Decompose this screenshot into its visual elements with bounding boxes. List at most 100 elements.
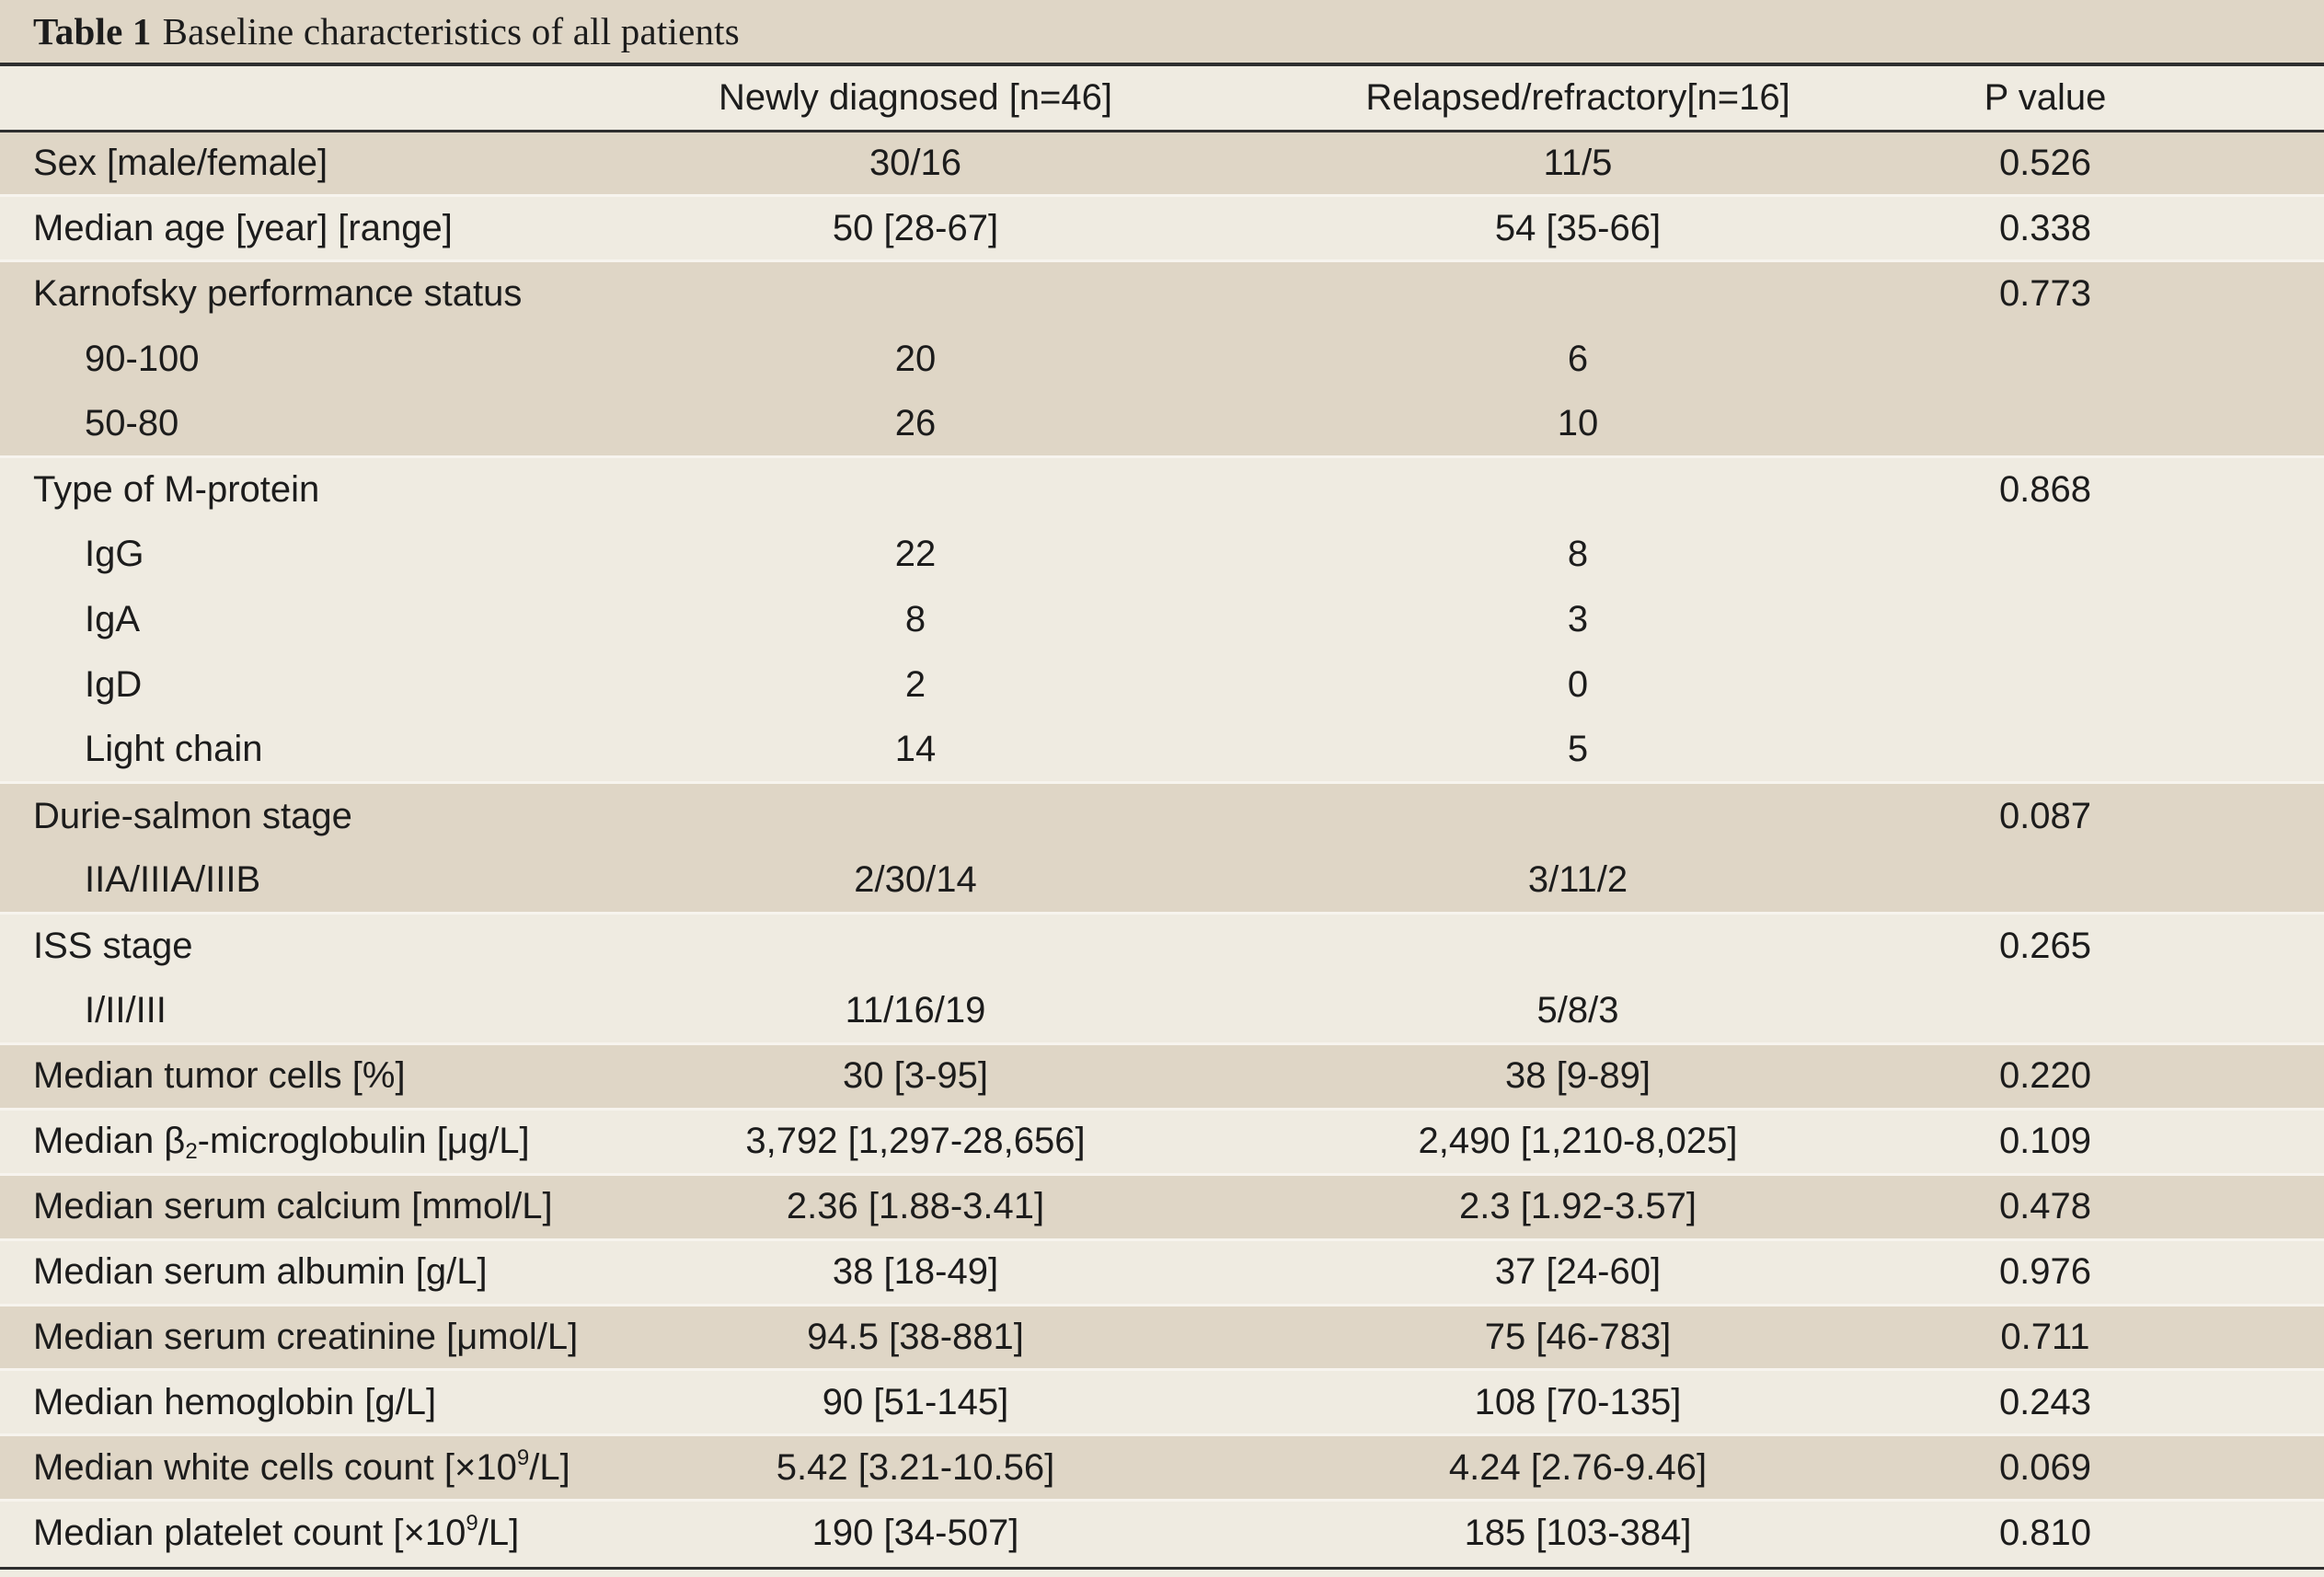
table-caption-title: Baseline characteristics of all patients xyxy=(162,10,740,52)
table-row: Type of M-protein 0.868 xyxy=(0,455,2324,523)
p-value: 0.243 xyxy=(1822,1368,2324,1435)
newly-diagnosed-value: 3,792 [1,297-28,656] xyxy=(644,1107,1279,1175)
p-value: 0.265 xyxy=(1822,912,2324,979)
table-caption: Table 1 Baseline characteristics of all … xyxy=(0,0,2324,66)
relapsed-refractory-value: 54 [35-66] xyxy=(1279,194,1822,261)
newly-diagnosed-value xyxy=(644,912,1279,979)
relapsed-refractory-value: 75 [46-783] xyxy=(1279,1303,1822,1370)
p-value xyxy=(1822,391,2324,457)
row-label: IgA xyxy=(0,587,644,653)
p-value xyxy=(1822,522,2324,588)
row-label: Median age [year] [range] xyxy=(0,194,644,261)
row-label: Median serum creatinine [μmol/L] xyxy=(0,1303,644,1370)
row-label: ISS stage xyxy=(0,912,644,979)
table-row: Median serum albumin [g/L] 38 [18-49] 37 [… xyxy=(0,1237,2324,1306)
relapsed-refractory-value: 2.3 [1.92-3.57] xyxy=(1279,1172,1822,1240)
row-label-text: Median β xyxy=(33,1121,186,1162)
table-row: IgA 8 3 xyxy=(0,587,2324,653)
newly-diagnosed-value: 190 [34-507] xyxy=(644,1499,1279,1566)
newly-diagnosed-value: 90 [51-145] xyxy=(644,1368,1279,1435)
relapsed-refractory-value xyxy=(1279,259,1822,327)
relapsed-refractory-value: 3/11/2 xyxy=(1279,847,1822,914)
relapsed-refractory-value: 38 [9-89] xyxy=(1279,1042,1822,1110)
table-row: Light chain 14 5 xyxy=(0,718,2324,783)
table-body: Sex [male/female] 30/16 11/5 0.526 Median ag… xyxy=(0,129,2324,1566)
table-row: I/II/III 11/16/19 5/8/3 xyxy=(0,978,2324,1044)
row-label: IIA/IIIA/IIIB xyxy=(0,847,644,914)
relapsed-refractory-value: 4.24 [2.76-9.46] xyxy=(1279,1433,1822,1501)
newly-diagnosed-value: 30/16 xyxy=(644,129,1279,196)
row-label-superscript: 9 xyxy=(516,1445,530,1470)
row-label-subscript: 2 xyxy=(185,1139,198,1165)
header-newly-diagnosed: Newly diagnosed [n=46] xyxy=(644,66,1279,132)
table-bottom-rule xyxy=(0,1567,2324,1570)
relapsed-refractory-value: 3 xyxy=(1279,587,1822,653)
p-value: 0.478 xyxy=(1822,1172,2324,1240)
newly-diagnosed-value: 22 xyxy=(644,522,1279,588)
newly-diagnosed-value: 5.42 [3.21-10.56] xyxy=(644,1433,1279,1501)
p-value: 0.069 xyxy=(1822,1433,2324,1501)
row-label-text: -microglobulin [μg/L] xyxy=(197,1121,530,1162)
relapsed-refractory-value xyxy=(1279,912,1822,979)
row-label: Durie-salmon stage xyxy=(0,781,644,848)
table-row: ISS stage 0.265 xyxy=(0,912,2324,979)
relapsed-refractory-value: 5 xyxy=(1279,718,1822,783)
row-label-text: Median white cells count [×10 xyxy=(33,1446,517,1488)
p-value xyxy=(1822,978,2324,1044)
row-label: 50-80 xyxy=(0,391,644,457)
relapsed-refractory-value: 5/8/3 xyxy=(1279,978,1822,1044)
newly-diagnosed-value: 2.36 [1.88-3.41] xyxy=(644,1172,1279,1240)
row-label: Median serum calcium [mmol/L] xyxy=(0,1172,644,1240)
newly-diagnosed-value: 20 xyxy=(644,326,1279,392)
p-value xyxy=(1822,652,2324,719)
relapsed-refractory-value: 11/5 xyxy=(1279,129,1822,196)
table-row: Median platelet count [×109/L] 190 [34-50… xyxy=(0,1499,2324,1566)
row-label: Light chain xyxy=(0,718,644,783)
newly-diagnosed-value: 30 [3-95] xyxy=(644,1042,1279,1110)
row-label: Median serum albumin [g/L] xyxy=(0,1237,644,1306)
relapsed-refractory-value: 6 xyxy=(1279,326,1822,392)
p-value: 0.526 xyxy=(1822,129,2324,196)
relapsed-refractory-value: 2,490 [1,210-8,025] xyxy=(1279,1107,1822,1175)
table-row: IIA/IIIA/IIIB 2/30/14 3/11/2 xyxy=(0,847,2324,914)
newly-diagnosed-value xyxy=(644,455,1279,523)
table-row: IgG 22 8 xyxy=(0,522,2324,588)
p-value: 0.976 xyxy=(1822,1237,2324,1306)
table-row: IgD 2 0 xyxy=(0,652,2324,719)
row-label-text: Median platelet count [×10 xyxy=(33,1513,466,1554)
row-label: Median hemoglobin [g/L] xyxy=(0,1368,644,1435)
relapsed-refractory-value: 185 [103-384] xyxy=(1279,1499,1822,1566)
header-row: Newly diagnosed [n=46] Relapsed/refracto… xyxy=(0,66,2324,132)
p-value xyxy=(1822,326,2324,392)
relapsed-refractory-value: 8 xyxy=(1279,522,1822,588)
p-value xyxy=(1822,847,2324,914)
row-label: Median platelet count [×109/L] xyxy=(0,1499,644,1566)
relapsed-refractory-value xyxy=(1279,781,1822,848)
table-caption-label: Table 1 xyxy=(33,10,152,52)
row-label: IgG xyxy=(0,522,644,588)
newly-diagnosed-value: 94.5 [38-881] xyxy=(644,1303,1279,1370)
relapsed-refractory-value: 108 [70-135] xyxy=(1279,1368,1822,1435)
table-row: Sex [male/female] 30/16 11/5 0.526 xyxy=(0,129,2324,196)
newly-diagnosed-value: 14 xyxy=(644,718,1279,783)
row-label-text: /L] xyxy=(477,1513,520,1554)
table-row: Median β2-microglobulin [μg/L] 3,792 [1,2… xyxy=(0,1107,2324,1175)
header-p-value: P value xyxy=(1822,66,2324,132)
p-value xyxy=(1822,587,2324,653)
row-label-text: /L] xyxy=(529,1446,570,1488)
p-value: 0.868 xyxy=(1822,455,2324,523)
newly-diagnosed-value: 2 xyxy=(644,652,1279,719)
row-label: Karnofsky performance status xyxy=(0,259,644,327)
p-value xyxy=(1822,718,2324,783)
row-label: Sex [male/female] xyxy=(0,129,644,196)
row-label: I/II/III xyxy=(0,978,644,1044)
newly-diagnosed-value: 8 xyxy=(644,587,1279,653)
table-row: Median tumor cells [%] 30 [3-95] 38 [9-89]… xyxy=(0,1042,2324,1110)
row-label: Median tumor cells [%] xyxy=(0,1042,644,1110)
p-value: 0.109 xyxy=(1822,1107,2324,1175)
relapsed-refractory-value: 10 xyxy=(1279,391,1822,457)
table-row: Durie-salmon stage 0.087 xyxy=(0,781,2324,848)
row-label: Median white cells count [×109/L] xyxy=(0,1433,644,1501)
p-value: 0.220 xyxy=(1822,1042,2324,1110)
